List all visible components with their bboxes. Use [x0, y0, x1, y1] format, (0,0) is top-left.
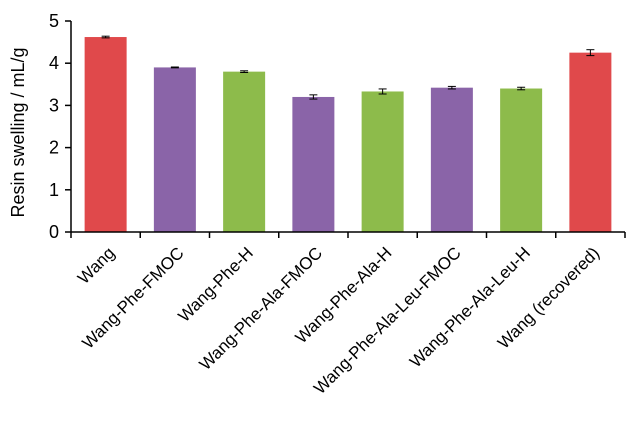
y-tick-label: 5 [49, 11, 59, 31]
x-category-label: Wang [74, 243, 118, 287]
x-category-label: Wang-Phe-Ala-Leu-H [406, 243, 534, 371]
error-bar [517, 86, 526, 91]
y-axis-ticks: 0 1 2 3 4 5 [49, 11, 71, 242]
y-tick-label: 3 [49, 95, 59, 115]
bars [84, 37, 612, 233]
x-category-label: Wang-Phe-Ala-Leu-FMOC [310, 243, 465, 398]
error-bar [378, 88, 387, 95]
bar [84, 37, 127, 233]
bar [223, 71, 266, 232]
y-axis-label: Resin swelling / mL/g [8, 47, 28, 217]
bar [292, 96, 335, 233]
error-bars [101, 35, 595, 100]
y-tick-label: 0 [49, 222, 59, 242]
bar [361, 91, 404, 232]
bar [569, 52, 612, 233]
y-tick-label: 4 [49, 53, 59, 73]
error-bar [101, 35, 110, 39]
error-bar [447, 85, 456, 90]
error-bar [309, 94, 318, 100]
y-tick-label: 2 [49, 138, 59, 158]
error-bar [586, 49, 595, 57]
y-tick-label: 1 [49, 180, 59, 200]
bar [500, 88, 543, 233]
x-axis-ticks [70, 232, 626, 238]
bar [153, 67, 196, 232]
x-axis-category-labels: WangWang-Phe-FMOCWang-Phe-HWang-Phe-Ala-… [74, 243, 603, 398]
bar [430, 87, 473, 233]
x-category-label: Wang-Phe-Ala-FMOC [196, 243, 327, 374]
error-bar [240, 70, 249, 73]
error-bar [170, 66, 179, 69]
